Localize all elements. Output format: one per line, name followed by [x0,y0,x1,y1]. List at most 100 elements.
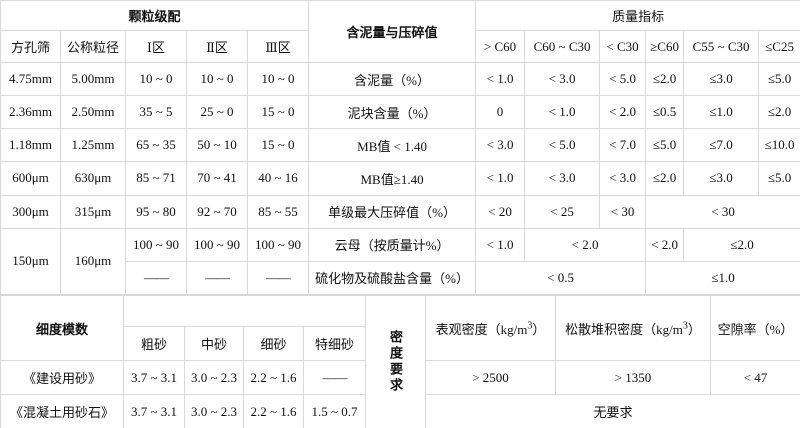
cell: ≤10.0 [758,128,800,163]
cell: < 3.0 [599,161,647,196]
quality-header-c60plus: > C60 [475,30,526,63]
cell: 10 ~ 0 [186,61,248,97]
cell-merged: < 2.0 [524,227,647,262]
cell: ≤2.0 [645,61,685,97]
cell: 100 ~ 90 [186,227,248,262]
bottom-table: 细度模数 密度要求 表观密度（kg/m3） 松散堆积密度（kg/m3） 空隙率（… [0,295,800,428]
row-label-mica: 云母（按质量计%） [308,227,477,262]
fineness-header-coarse: 粗砂 [123,326,185,361]
cell: 40 ~ 16 [246,161,310,196]
cell-merged: ≤2.0 [683,227,800,262]
cell: 1.5 ~ 0.7 [303,394,366,428]
cell: 10 ~ 0 [125,61,187,97]
cell: 92 ~ 70 [186,194,248,229]
row-label-mb-ge: MB值≥1.40 [308,161,477,196]
gradation-header-zone3: Ⅲ区 [246,30,310,63]
row-label-sulfide: 硫化物及硫酸盐含量（%） [308,260,477,296]
cell: < 2.0 [599,95,647,130]
density-header-bulk: 松散堆积密度（kg/m3） [555,295,711,361]
cell: < 5.0 [524,128,601,163]
cell: 95 ~ 80 [125,194,187,229]
cell: 160μm [60,227,126,296]
cell: ≤5.0 [645,128,685,163]
fineness-header-medium: 中砂 [184,326,244,361]
cell: < 3.0 [475,128,526,163]
quality-header-ge-c60: ≥C60 [645,30,685,63]
cell: 1.25mm [60,128,126,163]
cell: ≤7.0 [683,128,760,163]
cell: 85 ~ 55 [246,194,310,229]
quality-header-c55-c30: C55 ~ C30 [683,30,760,63]
density-header-void: 空隙率（%） [710,295,800,361]
cell: 85 ~ 71 [125,161,187,196]
cell: ≤2.0 [645,161,685,196]
cell: 25 ~ 0 [186,95,248,130]
row-label-mb-lt: MB值 < 1.40 [308,128,477,163]
cell: 5.00mm [60,61,126,97]
cell: 3.7 ~ 3.1 [123,360,185,395]
row-label-concrete-sand: 《混凝土用砂石》 [0,394,124,428]
quality-header-c30minus: < C30 [599,30,647,63]
cell: 4.75mm [0,61,61,97]
quality-title: 质量指标 [475,0,800,31]
cell: 0 [475,95,526,130]
cell: 630μm [60,161,126,196]
row-label-mud-content: 含泥量（%） [308,61,477,97]
cell: ≤3.0 [683,161,760,196]
cell: 150μm [0,227,61,296]
row-label-clay-lump: 泥块含量（%） [308,95,477,130]
gradation-header-sieve: 方孔筛 [0,30,61,63]
cell: 3.0 ~ 2.3 [184,360,244,395]
cell: < 30 [599,194,647,229]
cell: < 7.0 [599,128,647,163]
cell: < 47 [710,360,800,395]
cell: ≤5.0 [758,161,800,196]
cell: 100 ~ 90 [125,227,187,262]
cell: 15 ~ 0 [246,128,310,163]
gradation-header-zone1: Ⅰ区 [125,30,187,63]
cell: 10 ~ 0 [246,61,310,97]
cell: < 3.0 [524,161,601,196]
quality-header-c60-c30: C60 ~ C30 [524,30,601,63]
cell: 2.2 ~ 1.6 [243,360,304,395]
top-table: 颗粒级配 含泥量与压碎值 质量指标 方孔筛 公称粒径 Ⅰ区 Ⅱ区 Ⅲ区 > C6… [0,0,800,296]
cell: 2.50mm [60,95,126,130]
cell: 2.36mm [0,95,61,130]
cell: ≤5.0 [758,61,800,97]
mud-crush-title: 含泥量与压碎值 [308,0,477,63]
cell: 65 ~ 35 [125,128,187,163]
cell: 315μm [60,194,126,229]
cell: < 1.0 [475,61,526,97]
gradation-title: 颗粒级配 [0,0,310,31]
quality-header-le-c25: ≤C25 [758,30,800,63]
fineness-header-fine: 细砂 [243,326,304,361]
cell: < 1.0 [475,161,526,196]
cell: 300μm [0,194,61,229]
row-label-construction-sand: 《建设用砂》 [0,360,124,395]
no-requirement-cell: 无要求 [425,394,800,428]
density-title: 密度要求 [365,295,426,428]
cell: —— [303,360,366,395]
gradation-header-zone2: Ⅱ区 [186,30,248,63]
fineness-header-extrafine: 特细砂 [303,326,366,361]
cell: < 1.0 [524,95,601,130]
cell: < 20 [475,194,526,229]
cell: —— [186,260,248,296]
cell: < 1.0 [475,227,526,262]
cell: ≤1.0 [683,95,760,130]
cell: 2.2 ~ 1.6 [243,394,304,428]
cell: —— [125,260,187,296]
cell: > 2500 [425,360,556,395]
cell: ≤0.5 [645,95,685,130]
empty-cell [123,295,366,327]
cell: < 5.0 [599,61,647,97]
cell: 1.18mm [0,128,61,163]
cell: ≤3.0 [683,61,760,97]
density-header-apparent: 表观密度（kg/m3） [425,295,556,361]
cell: 3.7 ~ 3.1 [123,394,185,428]
cell: < 25 [524,194,601,229]
cell: 600μm [0,161,61,196]
fineness-title: 细度模数 [0,295,124,361]
cell: 35 ~ 5 [125,95,187,130]
